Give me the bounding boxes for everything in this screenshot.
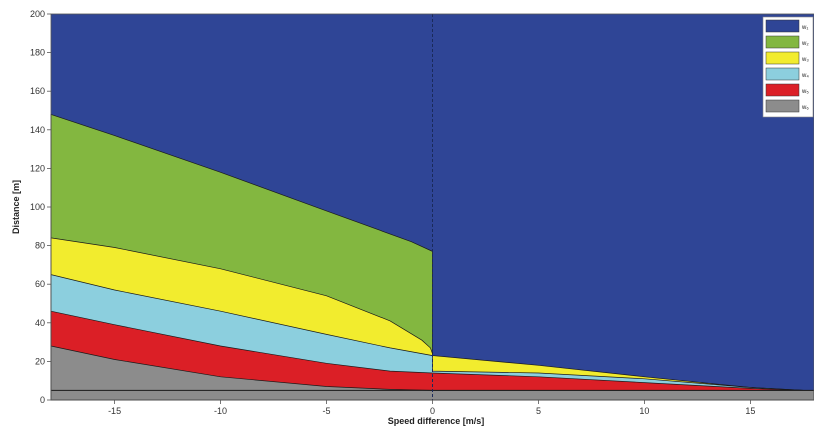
x-axis-label: Speed difference [m/s]: [388, 416, 485, 426]
x-tick-label: 15: [745, 406, 755, 416]
y-tick-label: 100: [30, 202, 45, 212]
legend-swatch-w4: [765, 67, 800, 81]
legend-label-w5: w₅: [801, 89, 809, 95]
x-tick-label: 10: [639, 406, 649, 416]
legend-swatch-w6: [765, 99, 800, 113]
y-tick-label: 200: [30, 9, 45, 19]
axes: -15 -10 -5 0 5 10 15 0 20 40 60 80 100 120 140 160 180 20…: [30, 9, 814, 416]
legend-label-w1: w₁: [801, 25, 808, 31]
y-tick-label: 40: [35, 318, 45, 328]
legend: w₁ w₂ w₃ w₄ w₅ w₆: [762, 16, 814, 118]
x-tick-label: -5: [323, 406, 331, 416]
plot-area: [50, 14, 814, 401]
legend-label-w6: w₆: [801, 105, 809, 111]
y-tick-label: 80: [35, 241, 45, 251]
legend-swatch-w5: [765, 83, 800, 97]
x-tick-label: -10: [214, 406, 227, 416]
x-tick-label: 0: [430, 406, 435, 416]
legend-label-w4: w₄: [801, 73, 809, 79]
legend-swatch-w3: [765, 51, 800, 65]
y-tick-label: 160: [30, 86, 45, 96]
y-tick-label: 20: [35, 356, 45, 366]
y-tick-label: 60: [35, 279, 45, 289]
legend-swatch-w2: [765, 35, 800, 49]
x-tick-label: -15: [108, 406, 121, 416]
y-tick-label: 180: [30, 48, 45, 58]
x-tick-label: 5: [536, 406, 541, 416]
y-tick-label: 120: [30, 163, 45, 173]
region-w5: [50, 310, 814, 401]
y-axis-label: Distance [m]: [11, 180, 21, 234]
legend-label-w3: w₃: [801, 57, 809, 63]
y-tick-label: 0: [40, 395, 45, 405]
legend-label-w2: w₂: [801, 41, 809, 47]
legend-swatch-w1: [765, 19, 800, 33]
y-tick-label: 140: [30, 125, 45, 135]
